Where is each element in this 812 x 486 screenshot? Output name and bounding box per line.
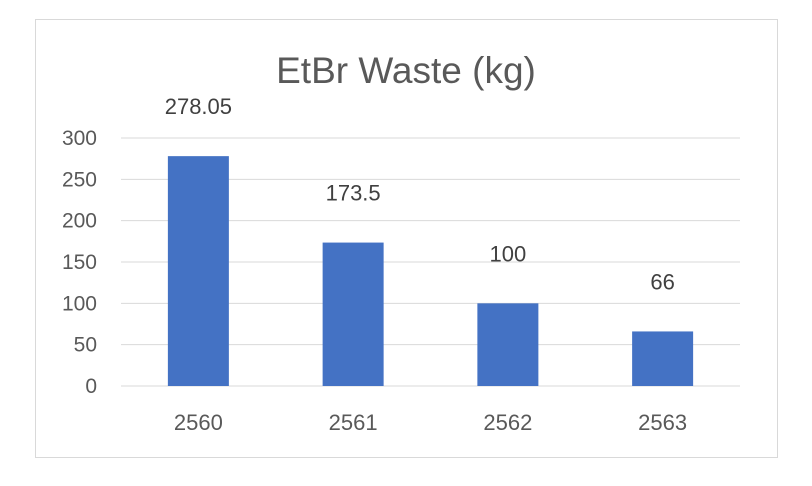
y-tick-label: 300: [62, 127, 97, 150]
x-category-label: 2560: [174, 410, 223, 435]
chart-title: EtBr Waste (kg): [276, 50, 536, 91]
x-axis-categories: 2560 2561 2562 2563: [174, 410, 687, 435]
bars: [167, 156, 694, 386]
data-label: 66: [650, 269, 674, 294]
y-axis-ticks: 0 50 100 150 200 250 300: [62, 127, 97, 398]
y-tick-label: 200: [62, 210, 97, 233]
data-labels: 278.05 173.5 100 66: [165, 94, 675, 294]
data-label: 278.05: [165, 94, 232, 119]
data-label: 173.5: [326, 181, 381, 206]
x-category-label: 2561: [329, 410, 378, 435]
bar: [167, 156, 229, 386]
bar: [477, 303, 539, 386]
y-tick-label: 100: [62, 292, 97, 315]
y-tick-label: 250: [62, 168, 97, 191]
bar: [322, 242, 384, 386]
y-tick-label: 0: [85, 375, 97, 398]
x-category-label: 2562: [483, 410, 532, 435]
y-tick-label: 150: [62, 251, 97, 274]
data-label: 100: [490, 241, 527, 266]
x-category-label: 2563: [638, 410, 687, 435]
bar: [632, 331, 694, 386]
y-tick-label: 50: [74, 334, 97, 357]
